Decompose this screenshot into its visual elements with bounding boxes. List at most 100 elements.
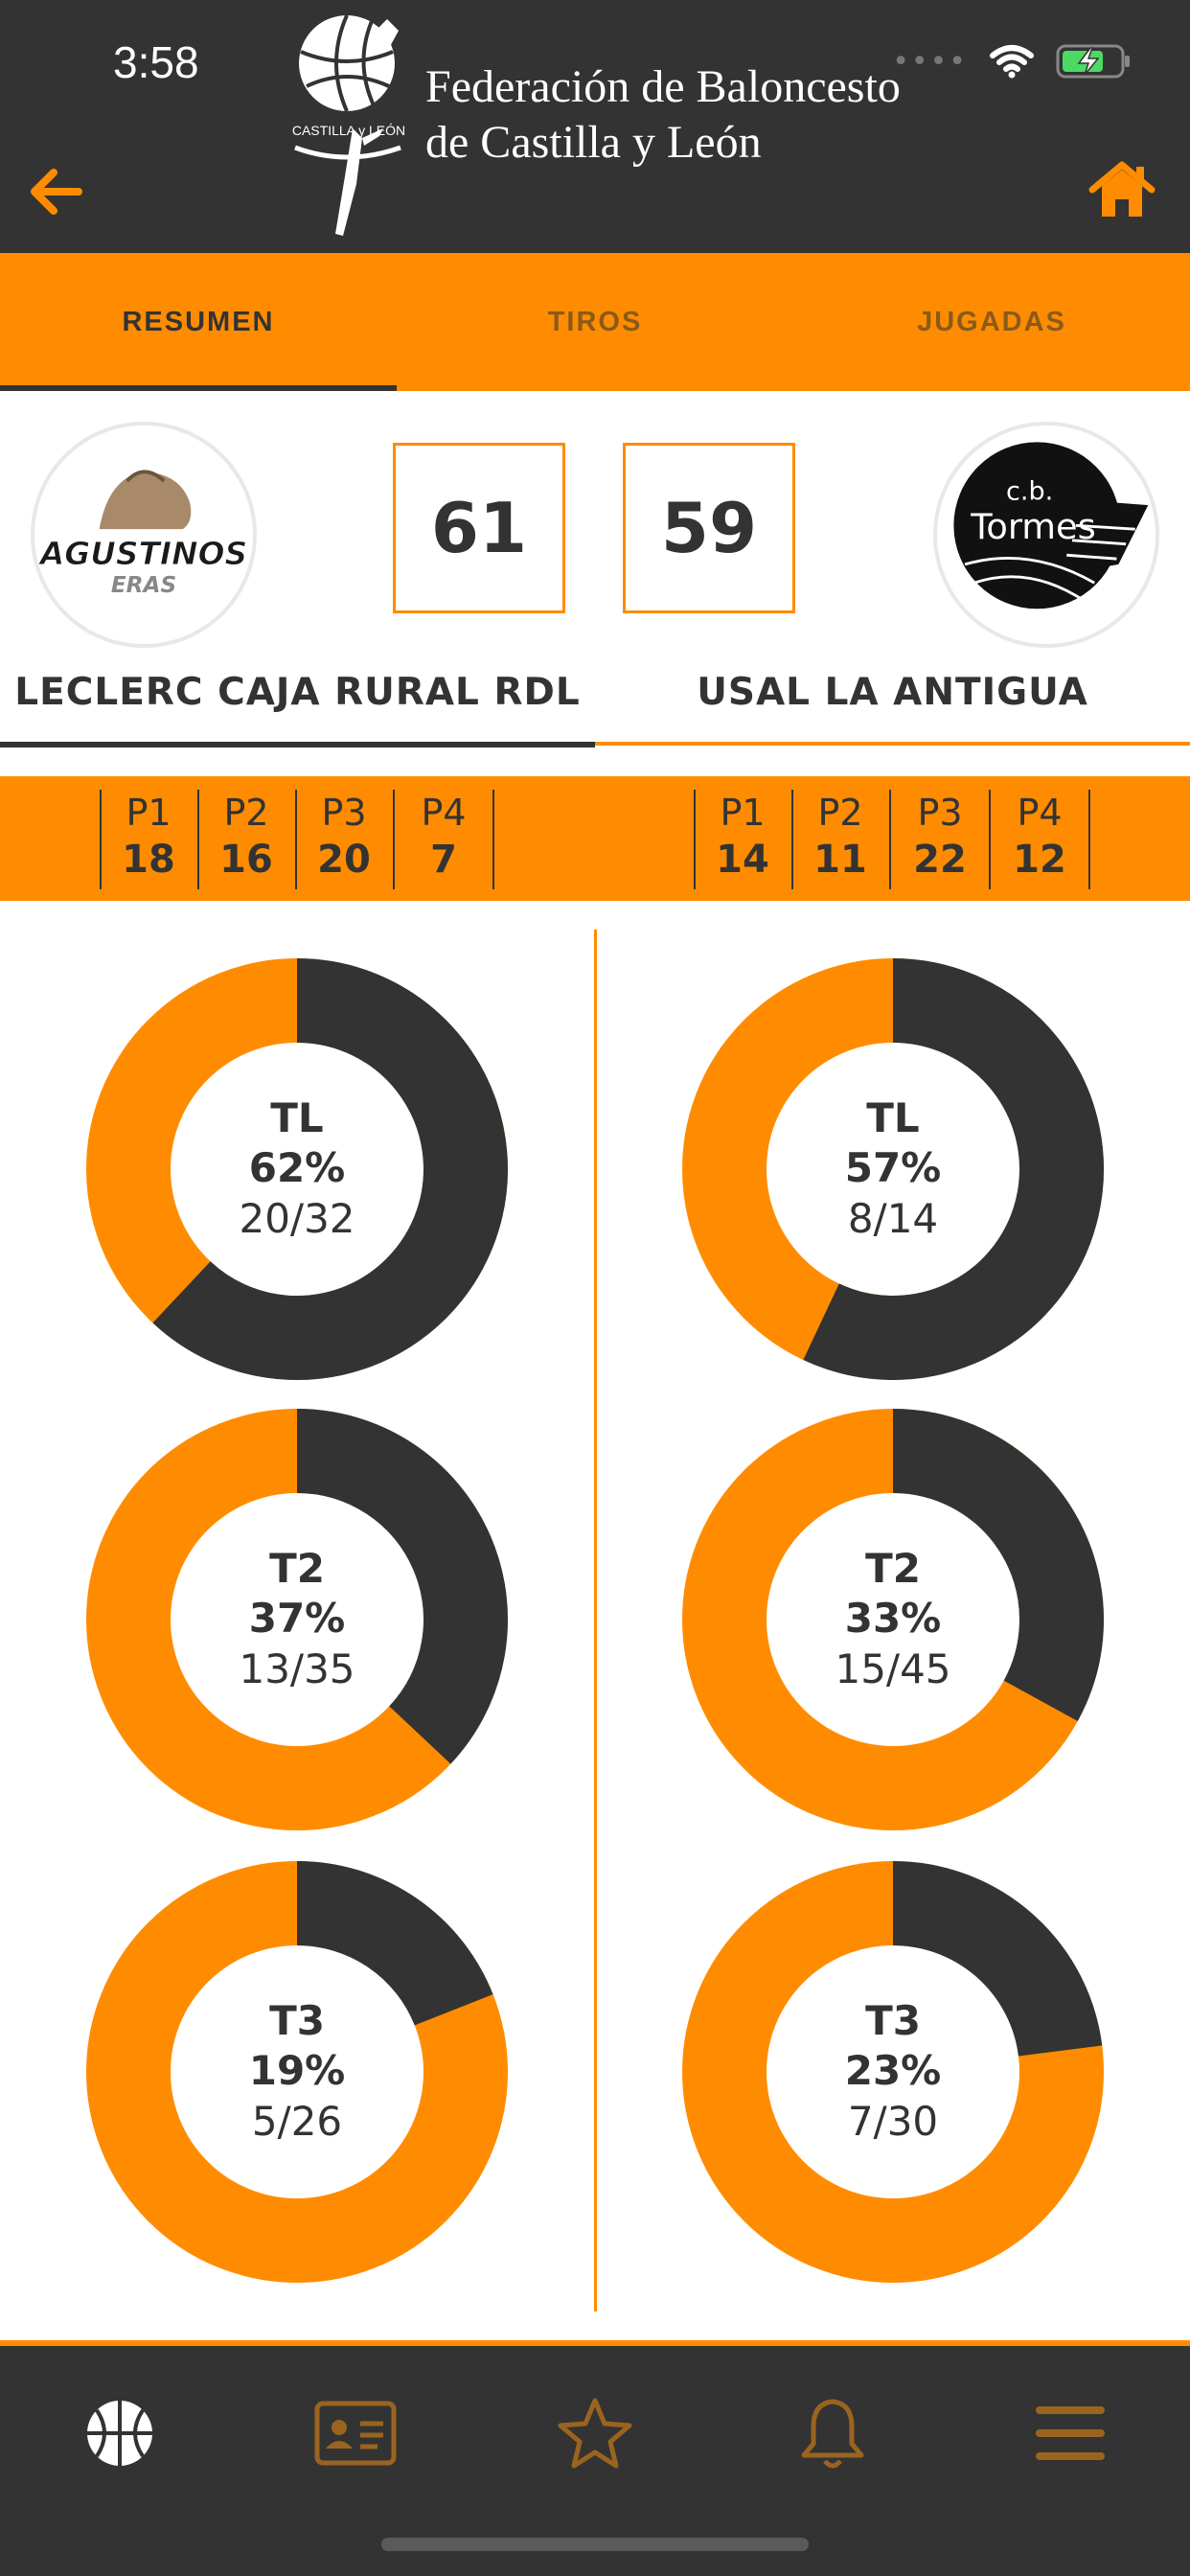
donut-labels: T2 33% 15/45: [680, 1407, 1106, 1832]
donut-made-segment: [803, 958, 1104, 1380]
stat-percentage: 37%: [248, 1595, 346, 1642]
period-value: 22: [913, 838, 967, 882]
home-team-name[interactable]: LECLERC CAJA RURAL RDL: [14, 671, 581, 714]
period-divider: [100, 790, 102, 889]
period-label: P4: [1017, 792, 1063, 834]
signal-icon: ••••: [892, 44, 968, 79]
period-divider: [694, 790, 696, 889]
stat-label: T2: [269, 1545, 325, 1592]
home-team-logo: AGUSTINOS ERAS: [31, 422, 257, 648]
away-team-name[interactable]: USAL LA ANTIGUA: [697, 671, 1088, 714]
stat-ratio: 5/26: [251, 2098, 343, 2145]
id-card-icon: [314, 2401, 397, 2466]
federation-title: Federación de Baloncesto de Castilla y L…: [425, 59, 901, 171]
app-header: 3:58 •••• CASTILLA y LEÓN: [0, 0, 1190, 253]
federation-title-line1: Federación de Baloncesto: [425, 61, 901, 112]
period-value: 11: [813, 838, 867, 882]
home-score: 61: [393, 443, 565, 613]
away-team-logo-text: Tormes: [970, 506, 1096, 547]
away-t2-donut: T2 33% 15/45: [680, 1407, 1106, 1832]
away-period: P1 14: [694, 790, 793, 889]
period-label: P2: [223, 792, 269, 834]
stat-ratio: 15/45: [835, 1645, 951, 1692]
donut-labels: T2 37% 13/35: [84, 1407, 510, 1832]
home-button[interactable]: [1088, 159, 1156, 220]
tab-tiros[interactable]: TIROS: [547, 306, 643, 337]
period-value: 18: [122, 838, 175, 882]
arrow-left-icon: [31, 169, 82, 215]
period-value: 7: [430, 838, 457, 882]
tab-jugadas[interactable]: JUGADAS: [917, 306, 1066, 337]
period-scores: P1 18 P2 16 P3 20 P4 7 P1 14 P2 11 P3 22…: [0, 776, 1190, 901]
period-value: 16: [219, 838, 273, 882]
period-value: 20: [317, 838, 371, 882]
donut-graphic: [682, 958, 1104, 1380]
away-period: P4 12: [991, 790, 1090, 889]
donut-labels: TL 62% 20/32: [84, 956, 510, 1382]
federation-logo-text: CASTILLA y LEÓN: [291, 123, 406, 138]
nav-menu-button[interactable]: [1027, 2390, 1113, 2476]
away-period: P2 11: [791, 790, 891, 889]
donut-graphic: [86, 958, 508, 1380]
stat-label: TL: [866, 1094, 920, 1141]
donut-made-segment: [891, 1409, 1104, 1721]
stat-ratio: 7/30: [847, 2098, 939, 2145]
menu-icon: [1036, 2406, 1105, 2460]
donut-graphic: [682, 1409, 1104, 1830]
nav-basketball-button[interactable]: [77, 2390, 163, 2476]
away-t3-donut: T3 23% 7/30: [680, 1859, 1106, 2285]
basketball-icon: [87, 2401, 152, 2466]
stat-percentage: 23%: [844, 2047, 942, 2094]
nav-id-card-button[interactable]: [312, 2390, 399, 2476]
home-period: P4 7: [395, 790, 494, 889]
team-divider: [594, 930, 597, 2312]
donut-made-segment: [296, 1409, 508, 1764]
donut-made-segment: [891, 1861, 1103, 2058]
bell-icon: [801, 2399, 864, 2469]
back-button[interactable]: [27, 163, 84, 220]
home-period: P1 18: [100, 790, 199, 889]
stat-ratio: 13/35: [239, 1645, 355, 1692]
period-label: P3: [917, 792, 963, 834]
donut-graphic: [86, 1409, 508, 1830]
period-value: 12: [1013, 838, 1066, 882]
nav-favorites-button[interactable]: [552, 2390, 638, 2476]
away-team-indicator: [595, 742, 1190, 746]
away-team-logo-top: c.b.: [1006, 476, 1053, 506]
home-period: P3 20: [295, 790, 395, 889]
home-team-indicator: [0, 742, 595, 748]
stat-label: TL: [270, 1094, 324, 1141]
donut-labels: T3 19% 5/26: [84, 1859, 510, 2285]
donut-labels: TL 57% 8/14: [680, 956, 1106, 1382]
nav-notifications-button[interactable]: [790, 2390, 876, 2476]
home-t3-donut: T3 19% 5/26: [84, 1859, 510, 2285]
donut-made-segment: [152, 958, 508, 1380]
bottom-nav-rule: [0, 2340, 1190, 2346]
stat-ratio: 20/32: [239, 1195, 355, 1242]
home-t2-donut: T2 37% 13/35: [84, 1407, 510, 1832]
period-label: P1: [720, 792, 766, 834]
stat-ratio: 8/14: [847, 1195, 939, 1242]
away-team-logo: c.b. Tormes: [933, 422, 1159, 648]
period-label: P4: [421, 792, 467, 834]
status-time: 3:58: [113, 37, 199, 87]
tab-resumen[interactable]: RESUMEN: [0, 253, 397, 391]
home-team-logo-text: AGUSTINOS: [37, 536, 247, 572]
donut-graphic: [682, 1861, 1104, 2283]
stat-percentage: 33%: [844, 1595, 942, 1642]
stat-percentage: 19%: [248, 2047, 346, 2094]
donut-made-segment: [295, 1861, 493, 2027]
status-icons: ••••: [892, 42, 1133, 80]
home-team-logo-subtext: ERAS: [111, 572, 176, 598]
period-label: P1: [126, 792, 172, 834]
home-icon: [1088, 161, 1156, 217]
star-icon: [558, 2398, 632, 2469]
donut-labels: T3 23% 7/30: [680, 1859, 1106, 2285]
period-value: 14: [716, 838, 769, 882]
stat-label: T2: [865, 1545, 921, 1592]
period-label: P3: [321, 792, 367, 834]
stat-label: T3: [269, 1997, 325, 2044]
federation-logo: CASTILLA y LEÓN: [287, 13, 412, 243]
tab-bar: RESUMEN TIROS JUGADAS: [0, 253, 1190, 391]
home-indicator: [381, 2538, 809, 2551]
